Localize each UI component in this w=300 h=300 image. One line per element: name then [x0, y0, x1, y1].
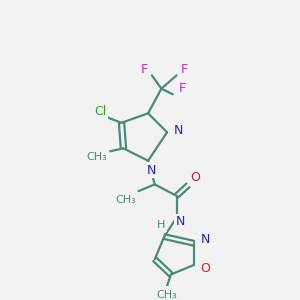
Text: N: N	[147, 164, 157, 177]
Text: CH₃: CH₃	[115, 195, 136, 205]
Text: O: O	[190, 171, 200, 184]
Text: O: O	[200, 262, 210, 275]
Text: CH₃: CH₃	[86, 152, 107, 162]
Text: F: F	[181, 63, 188, 76]
Text: CH₃: CH₃	[157, 290, 177, 300]
Text: F: F	[179, 82, 186, 95]
Text: Cl: Cl	[94, 105, 107, 118]
Text: N: N	[176, 215, 185, 228]
Text: H: H	[157, 220, 166, 230]
Text: N: N	[200, 233, 210, 246]
Text: N: N	[174, 124, 183, 137]
Text: F: F	[141, 63, 148, 76]
